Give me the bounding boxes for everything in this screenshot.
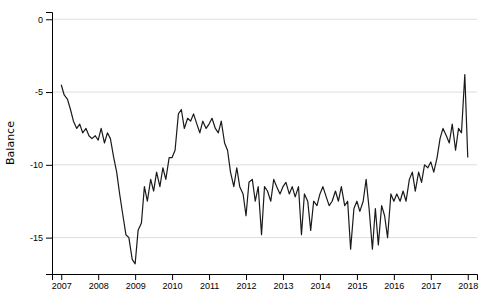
x-tick-mark xyxy=(246,274,247,280)
x-tick: 2008 xyxy=(89,274,109,291)
x-tick-mark xyxy=(209,274,210,280)
x-axis: 2007 2008 2009 2010 2011 2012 2013 2014 2015 2016… xyxy=(52,274,479,291)
y-tick-label: -15 xyxy=(30,233,43,243)
x-tick: 2016 xyxy=(384,274,404,291)
x-tick: 2015 xyxy=(347,274,367,291)
x-tick-mark xyxy=(394,274,395,280)
x-tick-label: 2015 xyxy=(347,281,367,291)
grid-line xyxy=(52,19,477,20)
x-tick-label: 2012 xyxy=(237,281,257,291)
x-tick-mark xyxy=(320,274,321,280)
y-tick-label: -10 xyxy=(30,160,43,170)
x-tick-label: 2007 xyxy=(52,281,72,291)
y-axis-line xyxy=(46,13,53,275)
x-tick: 2007 xyxy=(52,274,72,291)
x-tick-label: 2011 xyxy=(200,281,219,291)
x-tick-mark xyxy=(172,274,173,280)
x-tick: 2009 xyxy=(126,274,146,291)
y-tick-mark xyxy=(46,19,52,20)
x-tick: 2011 xyxy=(200,274,219,291)
y-axis-title: Balance xyxy=(4,121,17,165)
x-tick-mark xyxy=(357,274,358,280)
plot: 2007 2008 2009 2010 2011 2012 2013 2014 2015 2016… xyxy=(30,13,478,292)
x-tick: 2018 xyxy=(458,274,478,291)
y-tick: -10 xyxy=(30,160,52,170)
x-tick: 2017 xyxy=(421,274,441,291)
x-tick-label: 2010 xyxy=(163,281,183,291)
x-tick-label: 2009 xyxy=(126,281,146,291)
x-tick-mark xyxy=(135,274,136,280)
x-axis-line xyxy=(53,275,478,281)
x-tick-label: 2018 xyxy=(458,281,478,291)
y-tick-label: -5 xyxy=(35,87,43,97)
x-tick-mark xyxy=(61,274,62,280)
x-tick-mark xyxy=(468,274,469,280)
x-tick-mark xyxy=(98,274,99,280)
marks xyxy=(61,75,468,264)
chart: 2007 2008 2009 2010 2011 2012 2013 2014 2015 2016… xyxy=(0,0,491,302)
y-axis: 0 -5 -10 -15 xyxy=(30,13,53,275)
x-tick: 2010 xyxy=(163,274,183,291)
x-tick: 2012 xyxy=(237,274,257,291)
x-tick: 2014 xyxy=(310,274,330,291)
y-tick-mark xyxy=(46,92,52,93)
x-tick-label: 2016 xyxy=(384,281,404,291)
x-tick-label: 2014 xyxy=(310,281,330,291)
x-tick-mark xyxy=(431,274,432,280)
x-tick-mark xyxy=(283,274,284,280)
grid xyxy=(52,19,477,237)
grid-line xyxy=(52,92,477,93)
y-tick-label: 0 xyxy=(38,15,43,25)
x-tick: 2013 xyxy=(273,274,293,291)
line xyxy=(61,75,468,264)
y-tick: -5 xyxy=(35,87,52,97)
y-tick: 0 xyxy=(38,15,52,25)
y-tick-mark xyxy=(46,238,52,239)
x-tick-label: 2008 xyxy=(89,281,109,291)
x-tick-label: 2013 xyxy=(273,281,293,291)
grid-line xyxy=(52,237,477,238)
y-tick: -15 xyxy=(30,233,52,243)
y-tick-mark xyxy=(46,165,52,166)
x-tick-label: 2017 xyxy=(421,281,441,291)
